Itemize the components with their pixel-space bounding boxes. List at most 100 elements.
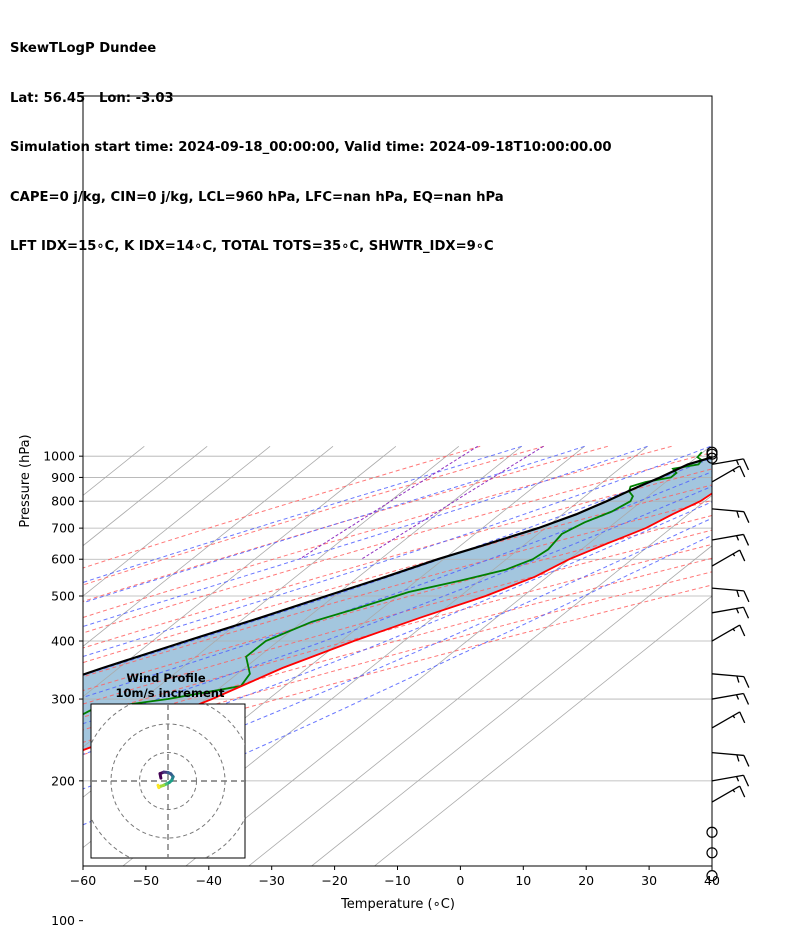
wind-barb-flag	[742, 693, 750, 705]
calm-wind-circle-shape	[706, 446, 718, 458]
wind-barb-staff	[711, 533, 744, 541]
dry-adiabat-line	[83, 529, 712, 705]
y-tick-label: 1000	[43, 449, 75, 464]
x-axis-label: Temperature (∘C)	[340, 897, 455, 912]
hodograph	[91, 704, 245, 858]
y-tick-label: 100	[51, 913, 75, 928]
calm-wind-circle	[706, 452, 718, 464]
wind-barb-staff	[711, 465, 741, 483]
wind-barb-flag	[736, 675, 740, 683]
isotherm-line	[83, 446, 460, 748]
x-tick-label: −30	[259, 873, 285, 888]
wind-barb	[711, 465, 746, 483]
y-tick-label: 700	[51, 521, 75, 536]
isotherm-line	[373, 595, 712, 866]
wind-barb-flag	[742, 775, 750, 787]
x-tick-label: 30	[641, 873, 657, 888]
wind-barb	[711, 785, 746, 803]
wind-barb	[711, 508, 750, 523]
dry-adiabat-line	[83, 445, 545, 586]
wind-barb-flag	[732, 553, 736, 557]
wind-barb-flag	[735, 776, 740, 782]
wind-barb-flag	[739, 549, 746, 562]
calm-wind-circle	[706, 847, 718, 859]
calm-wind-circle-shape	[706, 870, 718, 882]
series-lines	[83, 451, 712, 752]
wind-barb-staff	[711, 711, 741, 729]
wind-barb-flag	[732, 789, 736, 793]
wind-barb-flag	[743, 755, 750, 767]
wind-barb-staff	[711, 752, 744, 757]
calm-wind-circle-shape	[706, 452, 718, 464]
wind-barb-flag	[736, 754, 740, 762]
time-line: Simulation start time: 2024-09-18_00:00:…	[10, 140, 612, 155]
wind-barb-flag	[735, 459, 740, 466]
wind-profile-inset: Wind Profile 10m/s increment	[90, 671, 246, 859]
wind-barb-flag	[742, 534, 750, 546]
wind-barb-staff	[711, 692, 744, 700]
wind-barb-flag	[739, 624, 746, 637]
wind-barb	[711, 673, 750, 688]
location-line: Lat: 56.45 Lon: -3.03	[10, 90, 174, 106]
x-tick-label: −10	[384, 873, 410, 888]
isotherm-line	[310, 545, 712, 866]
wind-barb-flag	[739, 711, 746, 724]
wind-barb-flag	[743, 590, 750, 603]
wind-barb-flag	[736, 510, 740, 518]
plot-area	[0, 95, 713, 920]
isotherm-line	[248, 494, 712, 866]
temperature-line	[83, 492, 712, 752]
cape-line: CAPE=0 j/kg, CIN=0 j/kg, LCL=960 hPa, LF…	[10, 189, 504, 205]
wind-barb	[711, 587, 750, 603]
wind-barb	[711, 774, 750, 787]
x-tick-label: 20	[578, 873, 594, 888]
wind-barb	[711, 549, 746, 567]
wind-barb	[711, 752, 750, 767]
x-tick-label: −40	[196, 873, 222, 888]
wind-barb	[711, 458, 750, 471]
wind-barb	[711, 624, 746, 642]
isotherm-line	[0, 446, 81, 920]
dry-adiabat-line	[83, 445, 608, 602]
calm-wind-circle-shape	[706, 826, 718, 838]
wind-barb	[711, 606, 750, 619]
x-tick-label: 0	[456, 873, 464, 888]
wind-barb-flag	[732, 715, 736, 719]
calm-wind-circle	[706, 870, 718, 882]
axes: −60 −50 −40 −30 −20 −10 0 10 20 30 401002003004005…	[43, 449, 720, 929]
wind-barb-flag	[732, 469, 736, 473]
wind-barb-flag	[736, 590, 740, 598]
wind-barb-flag	[743, 676, 750, 688]
moist-adiabat-line	[83, 534, 712, 826]
x-tick-label: 10	[515, 873, 531, 888]
calm-wind-circle	[706, 446, 718, 458]
mixing-ratio-line	[361, 445, 544, 560]
parcel-line	[83, 456, 712, 676]
isotherm-line	[83, 446, 334, 647]
isotherm-line	[83, 446, 397, 698]
wind-barb-flag	[732, 628, 736, 632]
wind-barbs	[706, 446, 750, 882]
isotherm-line	[0, 446, 18, 920]
wind-barb-flag	[735, 608, 740, 614]
mixing-ratio-line	[299, 445, 478, 560]
wind-barb	[711, 692, 750, 705]
calm-wind-circle	[706, 826, 718, 838]
inset-title: Wind Profile	[126, 671, 206, 685]
wind-barb-staff	[711, 673, 744, 678]
wind-barb-flag	[742, 606, 750, 619]
inset-subtitle: 10m/s increment	[116, 686, 225, 700]
wind-barb-staff	[711, 624, 741, 642]
chart-title: SkewTLogP Dundee	[10, 41, 157, 56]
moist-adiabat-line	[83, 445, 648, 628]
x-tick-label: −20	[321, 873, 347, 888]
wind-barb-flag	[735, 694, 740, 700]
isotherm-line	[83, 446, 522, 798]
isotherm-line	[83, 446, 271, 597]
wind-barb-flag	[739, 785, 746, 798]
x-tick-label: −60	[70, 873, 96, 888]
y-tick-label: 300	[51, 692, 75, 707]
y-tick-label: 600	[51, 552, 75, 567]
moist-adiabat-line	[83, 445, 522, 583]
isotherm-line	[83, 446, 585, 849]
